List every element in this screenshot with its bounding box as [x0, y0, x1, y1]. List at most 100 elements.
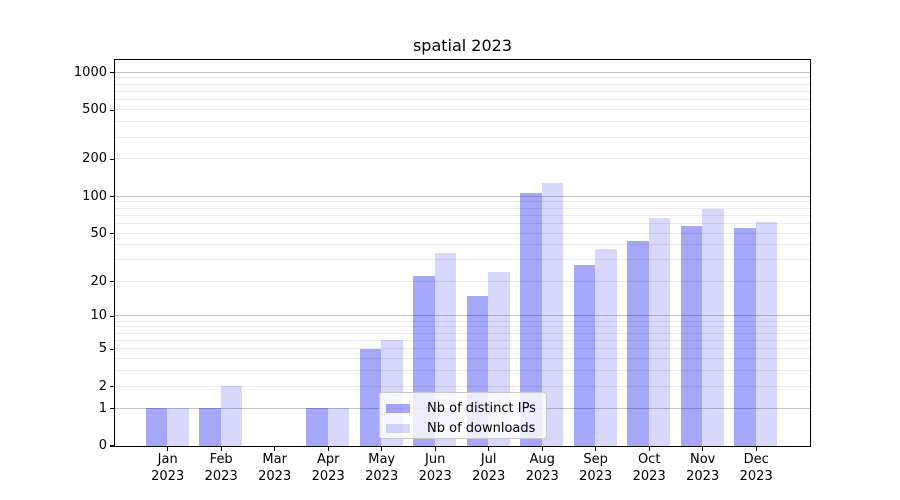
minor-gridline [114, 259, 810, 261]
bar-distinct-ips-nov [680, 226, 703, 446]
legend-label: Nb of downloads [427, 420, 536, 436]
bar-downloads-apr [327, 408, 350, 446]
bar-distinct-ips-jan [145, 408, 168, 446]
y-tick [110, 196, 114, 198]
legend-item-distinct-ips: Nb of distinct IPs [380, 398, 546, 418]
x-tick-label: Feb 2023 [204, 452, 238, 484]
chart-title: spatial 2023 [412, 36, 513, 55]
y-tick-label: 0 [98, 438, 107, 453]
distinct-ips-swatch-icon [386, 403, 410, 413]
y-tick-label: 500 [82, 102, 107, 118]
minor-gridline [114, 280, 810, 282]
y-tick-label: 200 [82, 151, 107, 167]
y-tick [110, 109, 114, 111]
x-tick [755, 446, 757, 451]
x-tick-label: May 2023 [365, 452, 399, 484]
x-tick-label: Aug 2023 [525, 452, 559, 484]
minor-gridline [114, 99, 810, 101]
x-tick [541, 446, 543, 451]
y-tick-label: 100 [82, 188, 107, 204]
legend: Nb of distinct IPs Nb of downloads [379, 392, 547, 439]
bar-downloads-nov [702, 208, 724, 446]
minor-gridline [114, 332, 810, 334]
x-tick [167, 446, 169, 451]
bar-distinct-ips-apr [306, 408, 328, 446]
bar-downloads-jan [167, 408, 189, 446]
minor-gridline [114, 232, 810, 234]
minor-gridline [114, 158, 810, 160]
x-tick [220, 446, 222, 451]
minor-gridline [114, 214, 810, 216]
y-tick [110, 386, 114, 388]
bar-distinct-ips-aug [520, 192, 542, 446]
bar-downloads-oct [648, 217, 671, 446]
x-tick [488, 446, 490, 451]
x-tick [702, 446, 704, 451]
minor-gridline [114, 201, 810, 203]
downloads-swatch-icon [386, 423, 410, 433]
y-tick [110, 280, 114, 283]
x-tick-label: Jul 2023 [472, 452, 506, 484]
x-tick-label: Dec 2023 [739, 452, 773, 484]
major-gridline [114, 315, 810, 317]
x-tick [595, 446, 597, 451]
minor-gridline [114, 109, 810, 111]
major-gridline [114, 195, 810, 197]
y-tick-label: 10 [90, 308, 107, 324]
minor-gridline [114, 385, 810, 387]
minor-gridline [114, 207, 810, 209]
y-tick-label: 1 [98, 400, 107, 416]
minor-gridline [114, 370, 810, 372]
y-tick [110, 232, 114, 235]
bar-distinct-ips-oct [627, 241, 649, 446]
x-tick [274, 446, 276, 451]
x-tick [434, 446, 436, 451]
major-gridline [114, 71, 810, 73]
x-tick-label: Oct 2023 [632, 452, 666, 484]
y-tick-label: 20 [90, 273, 107, 289]
x-tick [327, 446, 329, 451]
minor-gridline [114, 77, 810, 79]
y-tick [110, 158, 114, 161]
y-tick-label: 2 [98, 378, 107, 394]
legend-label: Nb of distinct IPs [427, 400, 536, 416]
y-tick-label: 50 [90, 225, 107, 241]
x-tick-label: Nov 2023 [686, 452, 720, 484]
minor-gridline [114, 326, 810, 328]
bar-distinct-ips-feb [199, 408, 221, 446]
y-tick-label: 5 [98, 341, 107, 357]
minor-gridline [114, 358, 810, 360]
x-tick-label: Mar 2023 [258, 452, 292, 484]
bar-downloads-sep [595, 248, 617, 446]
bar-distinct-ips-dec [734, 228, 756, 446]
minor-gridline [114, 222, 810, 224]
y-tick [110, 72, 114, 74]
minor-gridline [114, 339, 810, 341]
x-tick-label: Sep 2023 [579, 452, 613, 484]
minor-gridline [114, 320, 810, 322]
minor-gridline [114, 121, 810, 123]
minor-gridline [114, 244, 810, 246]
bar-distinct-ips-may [359, 348, 382, 446]
y-tick [110, 315, 114, 318]
bar-downloads-dec [755, 221, 778, 446]
minor-gridline [114, 348, 810, 350]
minor-gridline [114, 136, 810, 138]
minor-gridline [114, 83, 810, 85]
y-tick [110, 407, 114, 410]
x-tick-label: Jan 2023 [151, 452, 185, 484]
y-tick-label: 1000 [73, 64, 107, 80]
x-tick-label: Apr 2023 [311, 452, 345, 484]
bar-distinct-ips-sep [573, 265, 596, 446]
x-tick-label: Jun 2023 [418, 452, 452, 484]
bar-downloads-feb [220, 386, 243, 446]
x-tick [648, 446, 650, 451]
minor-gridline [114, 90, 810, 92]
y-tick [110, 445, 114, 447]
y-tick [110, 348, 114, 350]
plot-area [113, 58, 811, 447]
x-tick [381, 446, 383, 451]
bar-downloads-aug [541, 182, 564, 446]
legend-item-downloads: Nb of downloads [380, 418, 546, 438]
